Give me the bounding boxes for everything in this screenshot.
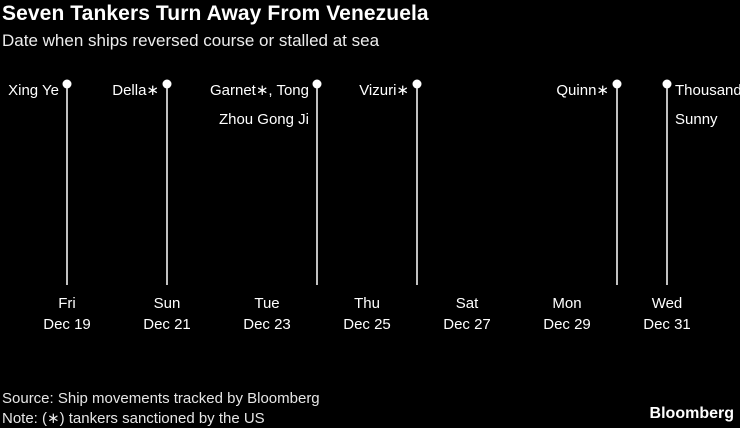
event-label-1-line-0: Della∗: [112, 82, 159, 99]
tick-date-0: Dec 19: [43, 316, 91, 333]
event-dot-5: [662, 79, 672, 89]
event-label-2-line-1: Zhou Gong Ji: [219, 111, 309, 128]
event-label-4-line-0: Quinn∗: [556, 82, 609, 99]
tick-weekday-6: Wed: [652, 295, 683, 312]
event-dot-1: [162, 79, 172, 89]
tick-date-1: Dec 21: [143, 316, 191, 333]
tick-date-3: Dec 25: [343, 316, 391, 333]
chart-title: Seven Tankers Turn Away From Venezuela: [2, 2, 429, 25]
event-dot-3: [412, 79, 422, 89]
sanction-note: Note: (∗) tankers sanctioned by the US: [2, 410, 265, 427]
tick-weekday-1: Sun: [154, 295, 181, 312]
event-dot-2: [312, 79, 322, 89]
tick-date-6: Dec 31: [643, 316, 691, 333]
tick-date-4: Dec 27: [443, 316, 491, 333]
event-label-3-line-0: Vizuri∗: [359, 82, 409, 99]
bloomberg-logo: Bloomberg: [649, 405, 734, 422]
event-label-0-line-0: Xing Ye: [8, 82, 59, 99]
tick-weekday-3: Thu: [354, 295, 380, 312]
event-dot-0: [62, 79, 72, 89]
tick-weekday-5: Mon: [552, 295, 581, 312]
event-label-5-line-1: Sunny: [675, 111, 718, 128]
tick-weekday-0: Fri: [58, 295, 76, 312]
tick-date-2: Dec 23: [243, 316, 291, 333]
tick-date-5: Dec 29: [543, 316, 591, 333]
timeline-chart: Xing Ye Della∗ Garnet∗, Tong Zhou Gong Ji Vi…: [8, 79, 740, 333]
event-dot-4: [612, 79, 622, 89]
event-label-5-line-0: Thousand: [675, 82, 740, 99]
tick-weekday-2: Tue: [254, 295, 279, 312]
event-label-2-line-0: Garnet∗, Tong: [210, 82, 309, 99]
source-note: Source: Ship movements tracked by Bloomb…: [2, 390, 320, 407]
chart-subtitle: Date when ships reversed course or stall…: [2, 31, 380, 50]
tick-weekday-4: Sat: [456, 295, 479, 312]
